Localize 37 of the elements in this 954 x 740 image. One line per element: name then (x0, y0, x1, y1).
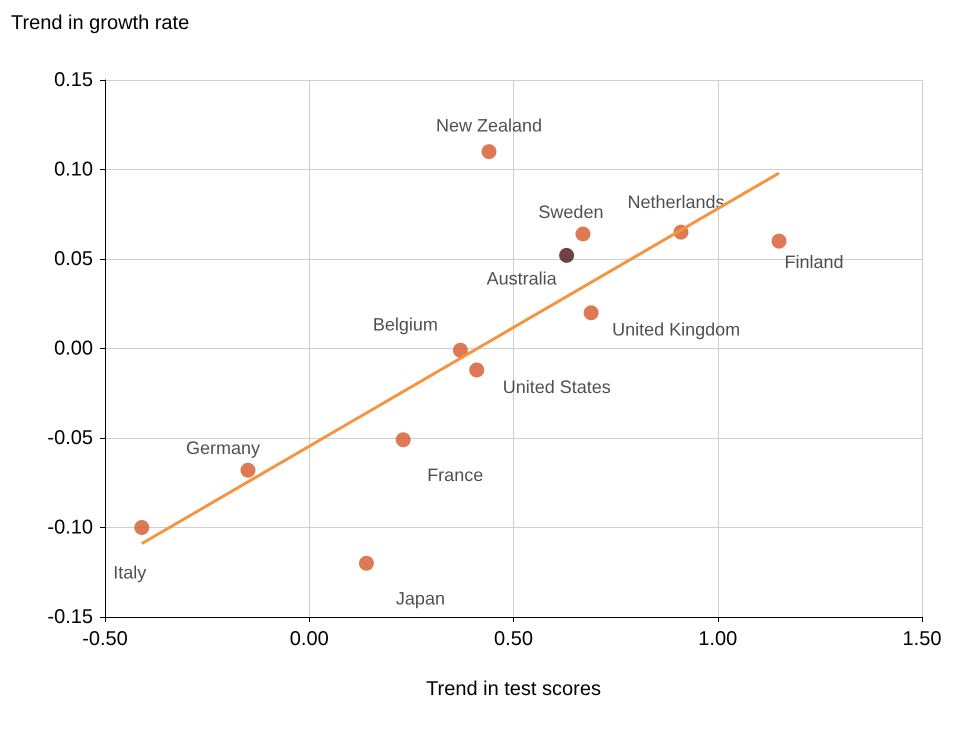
y-tick-label: 0.15 (54, 69, 93, 91)
y-axis-title: Trend in growth rate (11, 12, 190, 34)
series-label: United Kingdom (612, 320, 740, 340)
x-tick-label: 0.50 (494, 628, 533, 650)
series-label: Australia (486, 268, 558, 288)
point (559, 248, 574, 263)
point (482, 144, 496, 160)
point (358, 556, 374, 571)
series-label: United States (502, 376, 611, 397)
series-label: France (427, 464, 484, 485)
x-tick-label: 0.00 (290, 628, 329, 650)
point (575, 226, 590, 242)
x-tick-label: -0.50 (82, 628, 128, 650)
series-label: Sweden (538, 202, 604, 222)
series-label: Belgium (372, 314, 438, 334)
point (469, 362, 484, 378)
point (452, 342, 468, 358)
y-tick-label: 0.00 (54, 338, 93, 360)
y-tick-label: -0.10 (47, 516, 93, 538)
series-label: Japan (396, 588, 445, 608)
y-tick-label: -0.05 (47, 427, 93, 449)
series-label: Germany (186, 438, 260, 458)
point (584, 305, 599, 320)
x-tick-label: 1.50 (902, 628, 942, 650)
point (134, 520, 150, 535)
point (772, 234, 787, 249)
series-label: Finland (784, 252, 844, 272)
series-label: Netherlands (627, 192, 725, 212)
series-label: New Zealand (436, 116, 542, 136)
y-tick-label: -0.15 (47, 606, 93, 628)
point (240, 462, 256, 478)
y-tick-label: 0.05 (54, 248, 93, 270)
series-label: Italy (113, 562, 146, 582)
x-axis-title: Trend in test scores (426, 678, 601, 700)
point (396, 432, 411, 448)
y-tick-label: 0.10 (54, 158, 93, 180)
x-tick-label: 1.00 (698, 628, 738, 650)
